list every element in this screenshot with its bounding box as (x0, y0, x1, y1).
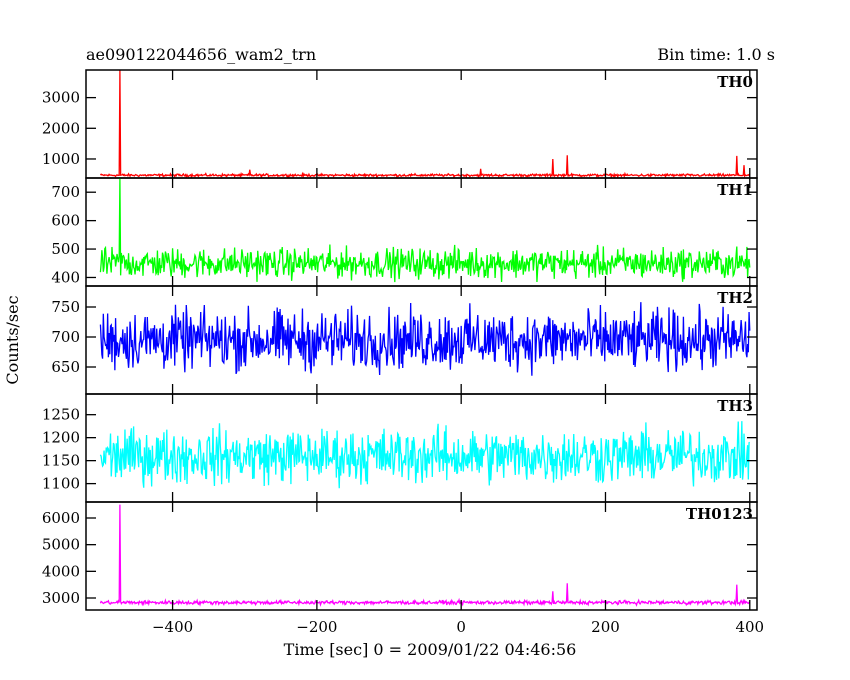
series-line-th2 (99, 302, 751, 376)
panel-frame-th0123 (85, 501, 758, 611)
panels-group: TH0100020003000TH1400500600700TH26507007… (42, 69, 764, 636)
panel-label-th3: TH3 (717, 397, 753, 415)
y-axis-label: Counts/sec (3, 295, 22, 384)
series-line-th0123 (99, 504, 751, 607)
x-tick-label: 200 (591, 618, 620, 636)
x-tick-label: −200 (296, 618, 337, 636)
y-tick-label: 1150 (42, 452, 80, 470)
x-tick-label: 400 (735, 618, 764, 636)
y-tick-label: 4000 (42, 562, 80, 580)
x-axis-label: Time [sec] 0 = 2009/01/22 04:46:56 (284, 640, 577, 659)
y-tick-label: 1000 (42, 150, 80, 168)
y-tick-label: 3000 (42, 89, 80, 107)
x-tick-label: −400 (152, 618, 193, 636)
panel-label-th0123: TH0123 (686, 505, 753, 523)
y-tick-label: 5000 (42, 536, 80, 554)
y-tick-label: 1200 (42, 429, 80, 447)
y-tick-label: 1100 (42, 475, 80, 493)
panel-label-th2: TH2 (717, 289, 753, 307)
bin-time-label: Bin time: 1.0 s (657, 45, 775, 64)
series-line-th0 (99, 70, 751, 178)
x-tick-label: 0 (456, 618, 466, 636)
y-tick-label: 400 (51, 268, 80, 286)
y-tick-label: 700 (51, 183, 80, 201)
series-line-th3 (99, 421, 751, 489)
y-tick-label: 600 (51, 212, 80, 230)
y-tick-label: 1250 (42, 406, 80, 424)
panel-label-th1: TH1 (717, 181, 753, 199)
y-tick-label: 650 (51, 358, 80, 376)
panel-frame-th0 (85, 69, 758, 179)
y-tick-label: 700 (51, 328, 80, 346)
series-line-th1 (99, 178, 751, 283)
panel-label-th0: TH0 (717, 73, 753, 91)
y-tick-label: 3000 (42, 589, 80, 607)
chart-title: ae090122044656_wam2_trn (86, 45, 316, 64)
y-tick-label: 750 (51, 298, 80, 316)
y-tick-label: 6000 (42, 509, 80, 527)
y-tick-label: 2000 (42, 119, 80, 137)
y-tick-label: 500 (51, 240, 80, 258)
